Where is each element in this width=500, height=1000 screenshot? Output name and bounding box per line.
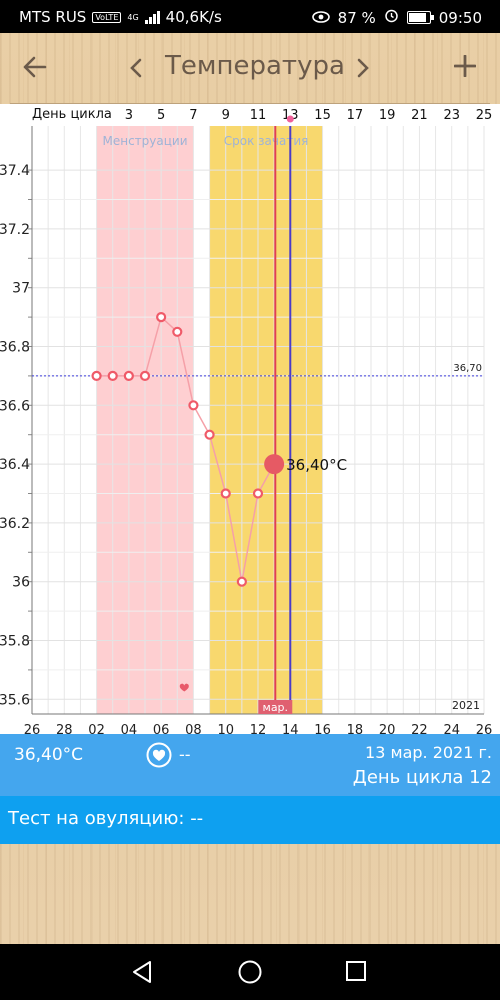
selected-point-label: 36,40°C <box>286 456 347 474</box>
battery-icon <box>406 11 434 24</box>
network-speed: 40,6K/s <box>165 8 222 26</box>
reference-line-label: 36,70 <box>453 363 482 374</box>
status-left: MTS RUS VoLTE 4G 40,6K/s <box>19 8 222 26</box>
selected-date: 13 мар. 2021 г. <box>365 743 492 762</box>
ovulation-test-label: Тест на овуляцию: -- <box>8 808 204 829</box>
y-tick-label: 35.6 <box>0 692 30 708</box>
cycle-day-tick: 17 <box>347 108 364 123</box>
cycle-day-value: День цикла 12 <box>352 767 492 788</box>
battery-percent: 87 % <box>337 8 376 27</box>
cycle-day-label: День цикла <box>32 107 112 122</box>
cycle-day-tick: 15 <box>314 108 331 123</box>
alarm-icon <box>384 8 399 27</box>
month-label: мар. <box>263 701 289 714</box>
fertile-band <box>209 126 323 714</box>
info-bar[interactable]: 36,40°C -- 13 мар. 2021 г. День цикла 12 <box>0 734 500 796</box>
cycle-day-tick: 11 <box>250 108 267 123</box>
temperature-point <box>236 576 247 587</box>
y-tick-label: 37.2 <box>0 222 30 238</box>
y-tick-label: 36.4 <box>0 457 30 473</box>
cycle-day-tick: 23 <box>443 108 460 123</box>
temperature-point <box>172 326 183 337</box>
app-bar: Температура <box>0 33 500 103</box>
temperature-point <box>252 488 264 499</box>
y-tick-label: 35.8 <box>0 634 30 650</box>
chevron-right-icon[interactable] <box>356 58 370 82</box>
back-triangle-icon[interactable] <box>131 960 153 988</box>
menstruation-label: Менструации <box>102 134 187 148</box>
temperature-point <box>156 312 167 323</box>
recents-square-icon[interactable] <box>345 960 367 986</box>
y-tick-label: 36.6 <box>0 398 30 414</box>
year-label: 2021 <box>452 699 480 712</box>
arrow-left-icon[interactable] <box>21 55 47 83</box>
temperature-point <box>220 488 231 499</box>
temperature-point <box>139 370 151 381</box>
y-tick-label: 37.4 <box>0 163 30 179</box>
cycle-day-tick: 19 <box>379 108 396 123</box>
fertile-label: Срок зачатия <box>224 134 309 148</box>
cycle-day-strip: День цикла <box>0 104 500 126</box>
temperature-point <box>91 370 102 381</box>
app-bar-divider <box>10 103 490 104</box>
volte-badge: VoLTE <box>92 11 122 23</box>
temperature-point <box>188 400 199 411</box>
cycle-day-tick: 9 <box>222 108 230 123</box>
y-tick-label: 36.2 <box>0 516 30 532</box>
plus-icon[interactable] <box>453 54 477 81</box>
network-type: 4G <box>127 12 139 22</box>
cycle-day-tick: 3 <box>125 108 133 123</box>
ovulation-test-bar[interactable]: Тест на овуляцию: -- <box>0 796 500 844</box>
y-tick-label: 36 <box>12 575 30 591</box>
status-right: 87 % 09:50 <box>311 8 482 27</box>
sex-value: -- <box>179 745 191 764</box>
signal-icon <box>144 10 160 24</box>
month-badge <box>258 700 293 714</box>
clock: 09:50 <box>438 8 482 27</box>
chevron-left-icon[interactable] <box>129 58 143 82</box>
cycle-day-tick: 7 <box>189 108 197 123</box>
selected-temperature: 36,40°C <box>14 745 84 765</box>
temperature-chart[interactable]: День цикла Менструации Срок зачатия 3 5 7 9 11… <box>0 104 500 740</box>
temperature-point <box>107 370 118 381</box>
home-circle-icon[interactable] <box>238 960 262 988</box>
eye-icon <box>311 9 330 27</box>
page-title: Температура <box>165 51 345 81</box>
cycle-day-tick: 5 <box>157 108 165 123</box>
cycle-day-tick: 21 <box>411 108 428 123</box>
status-bar: MTS RUS VoLTE 4G 40,6K/s 87 % 09:50 <box>0 0 500 33</box>
temperature-point <box>204 429 215 440</box>
heart-marker-icon <box>179 683 189 692</box>
heart-icon[interactable] <box>146 742 172 772</box>
y-tick-label: 37 <box>12 281 30 297</box>
cycle-day-tick: 25 <box>476 108 493 123</box>
selected-point <box>264 454 285 475</box>
y-tick-label: 36.8 <box>0 340 30 356</box>
carrier-name: MTS RUS <box>19 8 87 26</box>
temperature-point <box>123 370 134 381</box>
ovulation-dot <box>286 115 294 123</box>
navigation-bar <box>0 944 500 1000</box>
